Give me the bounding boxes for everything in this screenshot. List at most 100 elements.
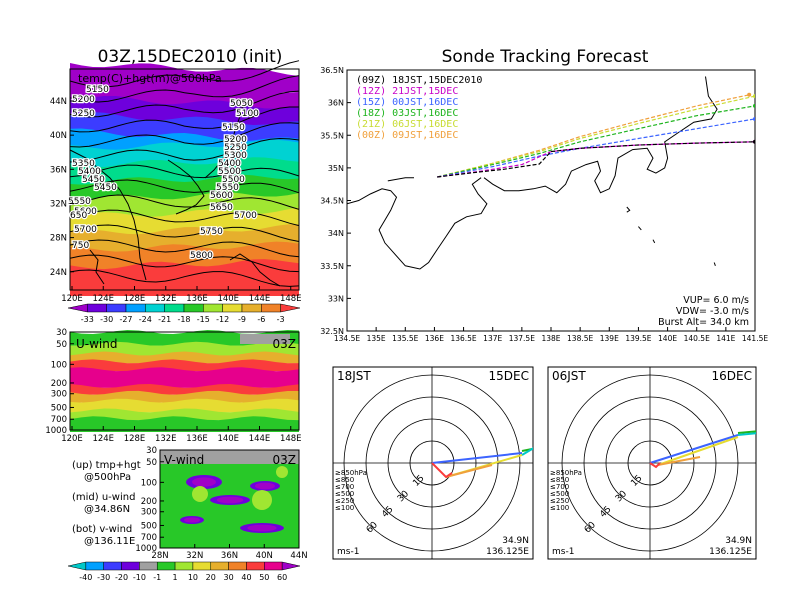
- height-contour: [69, 179, 300, 194]
- uwind-xtick: 140E: [217, 434, 239, 444]
- vwind-band: [255, 482, 275, 490]
- contour-label: 5300: [224, 151, 247, 161]
- colorbar-label: -33: [81, 315, 94, 324]
- vwind-band: [192, 486, 208, 502]
- hodo-trace: [737, 432, 756, 436]
- hodo-lon: 136.125E: [486, 547, 529, 557]
- colorbar-label: -6: [257, 315, 265, 324]
- colorbar-label: -15: [197, 315, 210, 324]
- vwind-ytick: 100: [141, 478, 157, 488]
- hodo-trace: [657, 436, 739, 466]
- hodograph-2: [547, 366, 757, 560]
- height-contour: [69, 75, 300, 103]
- colorbar-swatch: [228, 561, 247, 571]
- hodo-level-label: ≤100: [335, 504, 354, 512]
- hodo-level-label: ≤700: [550, 483, 569, 491]
- colorbar-label: -30: [100, 315, 113, 324]
- uwind-xtick: 132E: [155, 434, 177, 444]
- tracking-param: Burst Alt= 34.0 km: [658, 317, 749, 328]
- height-contour: [69, 164, 300, 179]
- contour-label: 5450: [94, 183, 117, 193]
- uwind-panel: [69, 330, 300, 432]
- height-contour: [69, 224, 300, 242]
- tracking-ytick: 33.5N: [320, 262, 344, 271]
- uwind-xtick: 144E: [249, 434, 271, 444]
- colorbar-label: -3: [277, 315, 285, 324]
- colorbar-swatch: [183, 303, 204, 313]
- uwind-band: [70, 416, 299, 432]
- coastline: [204, 115, 241, 179]
- vwind-ytick: 500: [141, 521, 157, 531]
- track-line: [437, 105, 755, 178]
- colorbar-swatch: [241, 303, 262, 313]
- hodo-trace: [657, 456, 701, 466]
- track-end-point: [753, 139, 755, 144]
- colorbar-swatch: [67, 561, 87, 571]
- vwind-panel: [159, 449, 300, 549]
- contour-label: 5500: [222, 175, 245, 185]
- tracking-xtick: 140.5E: [684, 334, 710, 343]
- colorbar-swatch: [192, 561, 212, 571]
- vwind-xtick: 36N: [221, 551, 238, 561]
- tracking-xtick: 140E: [658, 334, 677, 343]
- colorbar-swatch: [106, 303, 127, 313]
- contour-label: 5150: [86, 85, 109, 95]
- legend-bot: (bot) v-wind: [72, 524, 132, 535]
- height-contour: [69, 209, 300, 227]
- tracking-xtick: 137E: [483, 334, 502, 343]
- hodo-date: 16DEC: [712, 369, 752, 383]
- tracking-legend-item: (00Z) 09JST,16DEC: [356, 130, 458, 141]
- hodo-trace: [431, 462, 453, 479]
- coastline: [89, 249, 105, 285]
- contour-label: 5250: [224, 143, 247, 153]
- contour-label: 5700: [234, 211, 257, 221]
- contour-label: 5600: [210, 191, 233, 201]
- colorbar-label: -12: [216, 315, 229, 324]
- tracking-xtick: 138E: [541, 334, 560, 343]
- colorbar-label: 30: [224, 573, 234, 582]
- uwind-band: [70, 341, 299, 356]
- contour-label: 5700: [74, 225, 97, 235]
- colorbar-swatch: [164, 303, 185, 313]
- uwind-ytick: 50: [56, 340, 67, 350]
- tracking-xtick: 139.5E: [625, 334, 651, 343]
- hodo-level-label: ≤100: [550, 504, 569, 512]
- tracking-param: VDW= -3.0 m/s: [676, 306, 749, 317]
- colorbar-swatch: [87, 303, 107, 313]
- uwind-ytick: 200: [51, 379, 67, 389]
- hodo-date: 15DEC: [489, 369, 529, 383]
- map500-ytick: 44N: [50, 97, 67, 107]
- coastline: [626, 206, 631, 213]
- map500-panel: [69, 60, 300, 296]
- vwind-ytick: 30: [146, 446, 157, 456]
- uwind-ytick: 100: [51, 360, 67, 370]
- tracking-ytick: 33N: [328, 294, 344, 303]
- height-contour: [69, 239, 300, 258]
- hodo-lat: 34.9N: [725, 536, 752, 546]
- colorbar-swatch: [203, 303, 223, 313]
- tracking-xtick: 138.5E: [567, 334, 593, 343]
- colorbar-swatch: [281, 561, 301, 571]
- tracking-ytick: 35.5N: [320, 131, 344, 140]
- uwind-band: [240, 334, 290, 344]
- tracking-xtick: 134.5E: [334, 334, 360, 343]
- hodo-level-label: ≤500: [335, 490, 354, 498]
- contour-label: 5200: [224, 135, 247, 145]
- vwind-time: 03Z: [273, 453, 297, 467]
- colorbar-swatch: [264, 561, 283, 571]
- contour-label: 5750: [200, 227, 223, 237]
- colorbar-label: -21: [158, 315, 171, 324]
- tracking-xtick: 135E: [367, 334, 386, 343]
- coastline: [387, 177, 414, 182]
- tracking-xtick: 139E: [600, 334, 619, 343]
- vwind-ytick: 50: [146, 458, 157, 468]
- hodo-time: 06JST: [552, 369, 586, 383]
- track-end-point: [753, 103, 755, 108]
- panel-legend: (up) tmp+hgt @500hPa (mid) u-wind @34.86…: [72, 460, 141, 547]
- tracking-xtick: 141.5E: [742, 334, 768, 343]
- height-contour: [69, 106, 299, 133]
- tracking-ytick: 35N: [328, 164, 344, 173]
- hodo-level-label: ≥850hPa: [335, 469, 367, 477]
- tracking-ytick: 34N: [328, 229, 344, 238]
- map500-xtick: 120E: [61, 294, 83, 304]
